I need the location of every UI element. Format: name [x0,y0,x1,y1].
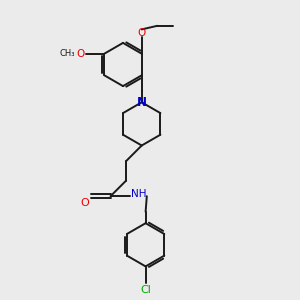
Text: CH₃: CH₃ [60,49,75,58]
Text: O: O [138,28,146,38]
Text: NH: NH [131,189,146,200]
Text: Cl: Cl [140,284,151,295]
Text: O: O [77,49,85,59]
Text: N: N [137,96,147,109]
Text: O: O [80,198,89,208]
